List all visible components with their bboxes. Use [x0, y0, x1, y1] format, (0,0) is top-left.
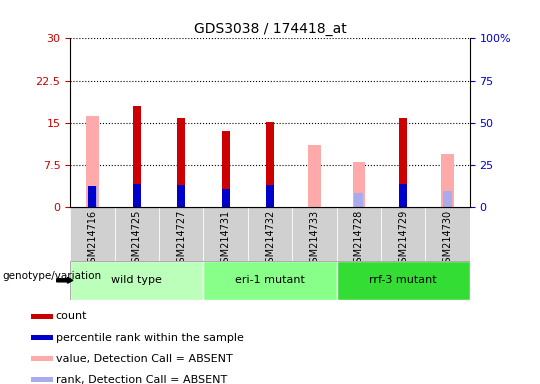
Text: GSM214725: GSM214725: [132, 210, 142, 270]
Bar: [86, 116, 99, 207]
Bar: [70, 261, 204, 300]
Bar: [336, 207, 381, 261]
Bar: [308, 146, 321, 207]
Bar: [89, 186, 97, 207]
Bar: [248, 207, 292, 261]
Bar: [133, 106, 141, 207]
Text: GSM214716: GSM214716: [87, 210, 97, 269]
Bar: [31, 377, 53, 382]
Text: GSM214731: GSM214731: [221, 210, 231, 269]
Text: eri-1 mutant: eri-1 mutant: [235, 275, 305, 285]
Bar: [31, 314, 53, 319]
Text: GSM214729: GSM214729: [398, 210, 408, 269]
Bar: [292, 207, 336, 261]
Text: count: count: [56, 311, 87, 321]
Bar: [133, 184, 141, 207]
Bar: [443, 191, 452, 207]
Bar: [266, 122, 274, 207]
Bar: [354, 193, 363, 207]
Bar: [177, 185, 185, 207]
Bar: [399, 184, 407, 207]
Bar: [31, 356, 53, 361]
Bar: [177, 118, 185, 207]
Text: GSM214730: GSM214730: [443, 210, 453, 269]
Bar: [266, 185, 274, 207]
Bar: [426, 207, 470, 261]
Text: GSM214733: GSM214733: [309, 210, 319, 269]
Title: GDS3038 / 174418_at: GDS3038 / 174418_at: [194, 22, 346, 36]
Bar: [204, 207, 248, 261]
Text: genotype/variation: genotype/variation: [3, 271, 102, 281]
Text: GSM214727: GSM214727: [176, 210, 186, 270]
Text: value, Detection Call = ABSENT: value, Detection Call = ABSENT: [56, 354, 233, 364]
Text: rrf-3 mutant: rrf-3 mutant: [369, 275, 437, 285]
Bar: [441, 154, 454, 207]
Bar: [399, 118, 407, 207]
Bar: [31, 335, 53, 340]
Bar: [88, 186, 97, 207]
Bar: [353, 162, 365, 207]
Bar: [204, 261, 336, 300]
Text: percentile rank within the sample: percentile rank within the sample: [56, 333, 244, 343]
Text: GSM214728: GSM214728: [354, 210, 364, 269]
Bar: [336, 261, 470, 300]
Text: wild type: wild type: [111, 275, 162, 285]
Bar: [381, 207, 426, 261]
Text: GSM214732: GSM214732: [265, 210, 275, 269]
Bar: [221, 131, 229, 207]
Bar: [114, 207, 159, 261]
Text: rank, Detection Call = ABSENT: rank, Detection Call = ABSENT: [56, 375, 227, 384]
Bar: [70, 207, 114, 261]
Bar: [221, 189, 229, 207]
Bar: [159, 207, 204, 261]
